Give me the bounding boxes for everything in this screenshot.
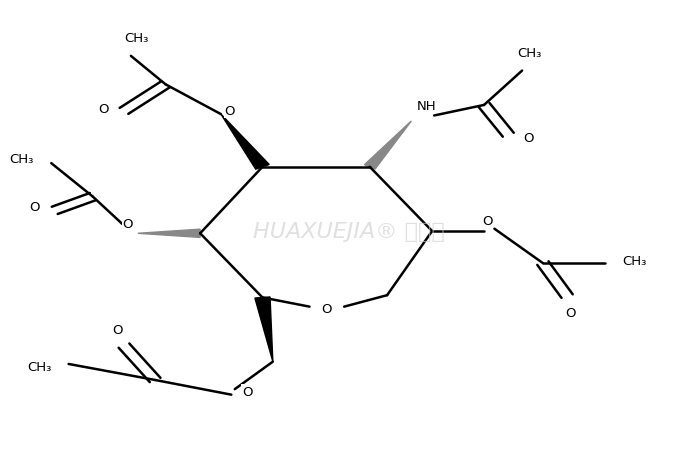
Polygon shape [221, 115, 269, 170]
Text: NH: NH [417, 100, 436, 113]
Text: CH₃: CH₃ [517, 47, 541, 60]
Text: HUAXUEJIA® 化学加: HUAXUEJIA® 化学加 [253, 221, 445, 242]
Text: CH₃: CH₃ [623, 255, 647, 268]
Polygon shape [255, 297, 273, 362]
Text: O: O [565, 307, 576, 319]
Text: O: O [122, 217, 133, 230]
Text: O: O [225, 105, 235, 118]
Text: CH₃: CH₃ [27, 360, 51, 373]
Text: O: O [112, 324, 122, 337]
Text: CH₃: CH₃ [10, 153, 34, 166]
Text: CH₃: CH₃ [124, 32, 149, 45]
Text: O: O [29, 201, 40, 214]
Text: O: O [524, 131, 534, 144]
Text: O: O [242, 385, 253, 398]
Polygon shape [138, 230, 200, 238]
Text: O: O [98, 103, 109, 116]
Text: O: O [322, 303, 332, 316]
Polygon shape [364, 122, 411, 169]
Text: O: O [482, 215, 493, 228]
